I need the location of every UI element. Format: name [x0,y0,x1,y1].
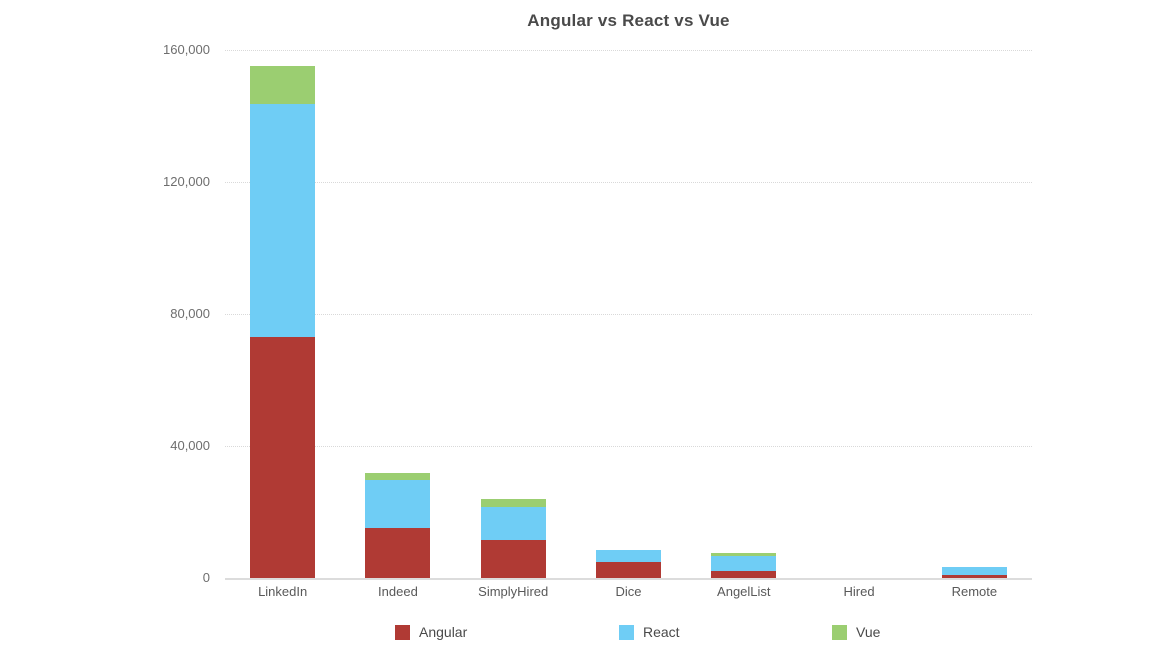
bar-segment-remote-react[interactable] [941,567,1007,576]
angular-color-swatch-icon [395,624,410,640]
gridline-160000 [225,50,1032,51]
x-label-remote: Remote [951,584,998,599]
y-axis-labels: 0 40,000 80,000 120,000 160,000 [0,42,210,585]
x-label-indeed: Indeed [378,584,418,599]
legend-label-angular: Angular [419,624,468,640]
bar-segment-angellist-vue[interactable] [711,553,777,557]
x-label-linkedin: LinkedIn [258,584,308,599]
legend-label-vue: Vue [856,624,881,640]
bar-segment-dice-angular[interactable] [596,562,661,578]
bar-segment-indeed-react[interactable] [365,479,431,528]
x-axis-labels: LinkedIn Indeed SimplyHired Dice AngelList Hi… [225,584,1032,604]
gridline-120000 [225,182,1032,183]
react-color-swatch-icon [619,624,634,640]
vue-color-swatch-icon [832,624,847,640]
gridline-80000 [225,314,1032,315]
bar-segment-indeed-vue[interactable] [365,473,431,480]
bar-segment-dice-react[interactable] [596,549,661,563]
bar-segment-angellist-angular[interactable] [711,571,777,578]
y-tick-label-160000: 160,000 [163,42,210,57]
x-label-hired: Hired [843,584,875,599]
legend-label-react: React [643,624,680,640]
y-tick-label-40000: 40,000 [170,438,210,453]
legend: Angular React Vue [225,624,1032,646]
gridline-40000 [225,446,1032,447]
bar-segment-remote-angular[interactable] [941,575,1007,578]
x-axis-line [225,578,1032,580]
bar-segment-linkedin-angular[interactable] [250,337,316,578]
chart-title: Angular vs React vs Vue [527,11,730,30]
legend-item-react[interactable]: React [619,624,680,640]
bar-segment-simplyhired-vue[interactable] [480,499,546,508]
legend-item-angular[interactable]: Angular [395,624,467,640]
plot-area [225,50,1032,580]
y-tick-label-80000: 80,000 [170,306,210,321]
y-tick-label-0: 0 [202,570,210,585]
x-label-dice: Dice [615,584,642,599]
bar-segment-linkedin-react[interactable] [250,104,316,338]
x-label-angellist: AngelList [717,584,771,599]
bar-segment-indeed-angular[interactable] [365,527,431,578]
x-label-simplyhired: SimplyHired [478,584,549,599]
y-tick-label-120000: 120,000 [163,174,210,189]
legend-item-vue[interactable]: Vue [832,624,880,640]
bar-segment-linkedin-vue[interactable] [250,65,316,105]
bar-segment-angellist-react[interactable] [711,556,777,572]
bar-segment-simplyhired-react[interactable] [480,507,546,540]
bar-segment-simplyhired-angular[interactable] [480,539,546,578]
